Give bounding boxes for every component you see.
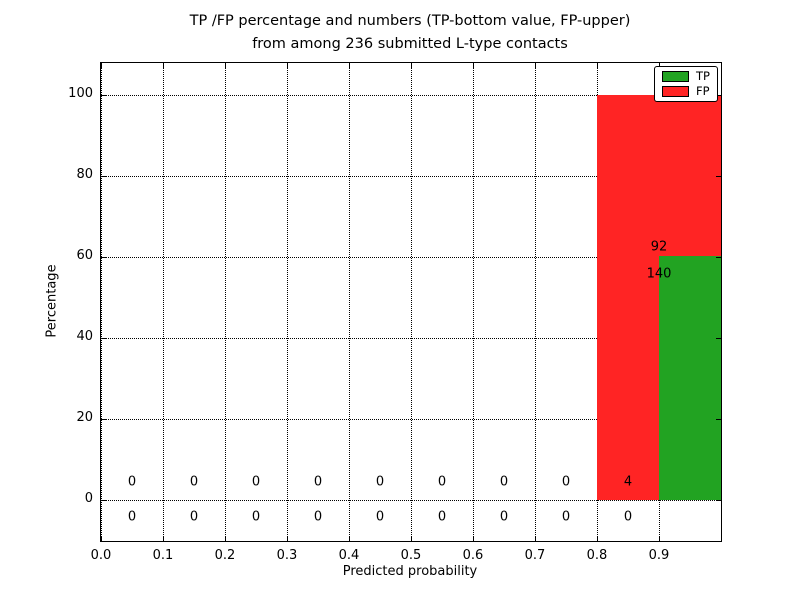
fp-count-label: 0: [313, 474, 323, 490]
y-tick-mark: [716, 95, 721, 97]
legend-item-tp: TP: [662, 69, 710, 83]
y-tick-mark: [101, 257, 106, 259]
y-tick-label: 60: [76, 248, 93, 264]
chart-title-line2: from among 236 submitted L-type contacts: [252, 36, 568, 52]
x-tick-mark: [349, 536, 350, 541]
fp-count-label: 92: [650, 239, 668, 255]
y-gridline: [101, 500, 721, 502]
x-tick-mark: [411, 536, 412, 541]
x-tick-mark: [535, 63, 536, 68]
x-gridline: [225, 63, 226, 541]
tp-legend-label: TP: [696, 69, 710, 83]
x-tick-mark: [101, 536, 102, 541]
x-gridline: [473, 63, 474, 541]
x-gridline: [163, 63, 164, 541]
tp-legend-swatch: [662, 71, 690, 82]
x-tick-mark: [225, 63, 226, 68]
x-tick-mark: [597, 63, 598, 68]
x-gridline: [535, 63, 536, 541]
x-tick-mark: [287, 63, 288, 68]
x-tick-mark: [535, 536, 536, 541]
y-tick-mark: [101, 95, 106, 97]
y-tick-label: 0: [84, 491, 93, 507]
x-gridline: [101, 63, 102, 541]
x-tick-mark: [473, 536, 474, 541]
y-gridline: [101, 95, 721, 97]
tp-count-label: 0: [189, 509, 199, 525]
x-tick-label: 0.9: [648, 548, 670, 563]
y-tick-mark: [101, 419, 106, 421]
x-gridline: [287, 63, 288, 541]
y-tick-mark: [716, 419, 721, 421]
fp-bar: [597, 95, 659, 501]
chart-title: TP /FP percentage and numbers (TP-bottom…: [100, 10, 720, 56]
fp-count-label: 0: [499, 474, 509, 490]
y-tick-label: 40: [76, 329, 93, 345]
x-tick-mark: [163, 63, 164, 68]
x-tick-mark: [473, 63, 474, 68]
x-tick-mark: [163, 536, 164, 541]
x-tick-mark: [411, 63, 412, 68]
x-gridline: [349, 63, 350, 541]
y-tick-mark: [716, 176, 721, 178]
fp-legend-swatch: [662, 86, 690, 97]
y-tick-mark: [101, 176, 106, 178]
x-tick-mark: [225, 536, 226, 541]
x-tick-label: 0.8: [586, 548, 608, 563]
x-tick-label: 0.7: [524, 548, 546, 563]
x-tick-mark: [659, 63, 660, 68]
chart-title-line1: TP /FP percentage and numbers (TP-bottom…: [189, 13, 631, 29]
y-gridline: [101, 419, 721, 421]
y-tick-mark: [716, 500, 721, 502]
y-tick-mark: [716, 257, 721, 259]
y-gridline: [101, 257, 721, 259]
tp-count-label: 0: [499, 509, 509, 525]
y-tick-mark: [716, 338, 721, 340]
x-tick-label: 0.6: [462, 548, 484, 563]
legend: TP FP: [654, 66, 718, 102]
y-tick-mark: [101, 500, 106, 502]
fp-count-label: 0: [375, 474, 385, 490]
x-tick-label: 0.1: [152, 548, 174, 563]
fp-count-label: 0: [437, 474, 447, 490]
x-gridline: [411, 63, 412, 541]
x-tick-mark: [101, 63, 102, 68]
tp-count-label: 0: [375, 509, 385, 525]
fp-bar: [659, 95, 721, 257]
fp-count-label: 0: [127, 474, 137, 490]
fp-count-label: 0: [561, 474, 571, 490]
fp-count-label: 0: [251, 474, 261, 490]
y-gridline: [101, 338, 721, 340]
y-tick-label: 100: [68, 86, 93, 102]
plot-area: TP FP 0.0 0.1 0.2 0.3 0.4 0.5 0.6 0.7 0.8 0.9 0 20 4…: [68, 62, 722, 563]
y-axis-label: Percentage: [44, 264, 60, 338]
y-tick-label: 20: [76, 410, 93, 426]
x-tick-label: 0.0: [90, 548, 112, 563]
fp-legend-label: FP: [696, 84, 710, 98]
tp-count-label: 140: [646, 266, 672, 282]
x-tick-mark: [287, 536, 288, 541]
x-tick-mark: [349, 63, 350, 68]
x-tick-mark: [597, 536, 598, 541]
tp-count-label: 0: [437, 509, 447, 525]
fp-count-label: 0: [189, 474, 199, 490]
y-tick-label: 80: [76, 167, 93, 183]
fp-count-label: 4: [623, 474, 633, 490]
legend-item-fp: FP: [662, 84, 710, 98]
x-tick-mark: [659, 536, 660, 541]
x-tick-label: 0.4: [338, 548, 360, 563]
tp-count-label: 0: [313, 509, 323, 525]
x-tick-label: 0.2: [214, 548, 236, 563]
x-axis-label: Predicted probability: [342, 564, 478, 579]
x-tick-label: 0.5: [400, 548, 422, 563]
y-tick-mark: [101, 338, 106, 340]
tp-count-label: 0: [251, 509, 261, 525]
tp-count-label: 0: [127, 509, 137, 525]
x-tick-label: 0.3: [276, 548, 298, 563]
y-gridline: [101, 176, 721, 178]
tp-count-label: 0: [561, 509, 571, 525]
tp-bar: [659, 256, 721, 501]
tp-count-label: 0: [623, 509, 633, 525]
